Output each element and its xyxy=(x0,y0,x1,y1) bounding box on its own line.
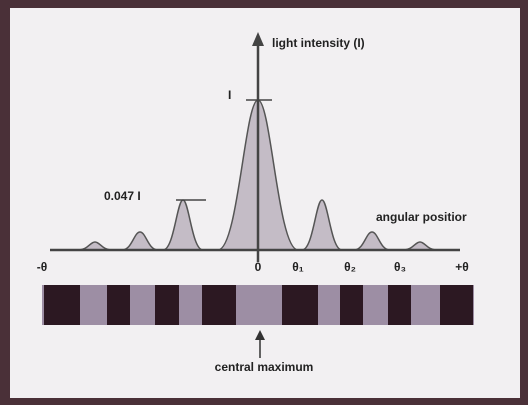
dark-fringe xyxy=(340,285,363,325)
position-label: +θ xyxy=(455,260,469,274)
axis-arrow xyxy=(252,32,264,46)
y-axis-label: light intensity (I) xyxy=(272,36,365,50)
peak-label: I xyxy=(228,88,231,102)
dark-fringe xyxy=(282,285,318,325)
position-label: θ₁ xyxy=(292,260,303,274)
dark-fringe xyxy=(44,285,80,325)
x-axis-label: angular positior xyxy=(376,210,467,224)
position-label: -θ xyxy=(37,260,47,274)
central-label: central maximum xyxy=(215,360,314,374)
position-label: θ₂ xyxy=(344,260,356,274)
minor-peak xyxy=(121,231,159,251)
minor-peak xyxy=(353,231,391,251)
dark-fringe xyxy=(155,285,179,325)
pointer-arrow xyxy=(255,330,265,340)
position-label: 0 xyxy=(255,260,262,274)
dark-fringe xyxy=(202,285,236,325)
side-peak-label: 0.047 I xyxy=(104,189,141,203)
side-peak xyxy=(301,199,343,251)
position-label: θ₃ xyxy=(394,260,406,274)
dark-fringe xyxy=(388,285,411,325)
dark-fringe xyxy=(440,285,473,325)
fringe-pattern xyxy=(42,285,474,325)
dark-fringe xyxy=(107,285,130,325)
